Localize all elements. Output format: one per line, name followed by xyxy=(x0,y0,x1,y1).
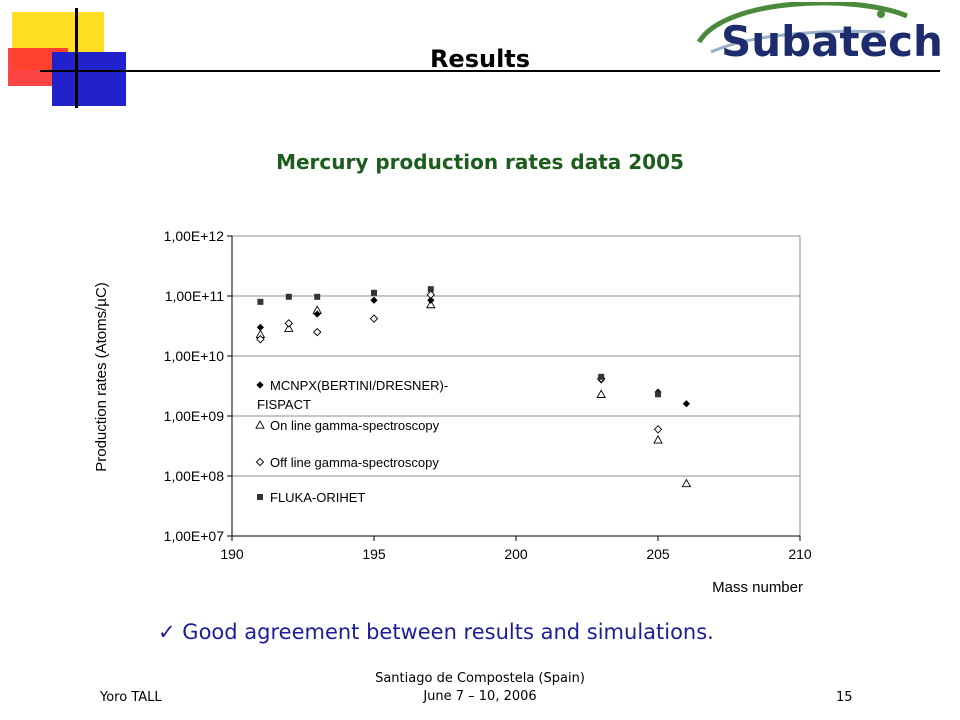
y-tick-labels: 1,00E+07 1,00E+08 1,00E+09 1,00E+10 1,00E+11… xyxy=(164,228,225,544)
x-tick-label: 195 xyxy=(362,546,386,562)
footer-author: Yoro TALL xyxy=(100,690,162,705)
x-tick-label: 200 xyxy=(504,546,528,562)
y-tick-label: 1,00E+11 xyxy=(165,288,225,304)
data-point-s3 xyxy=(655,391,661,398)
data-point-s1 xyxy=(284,323,294,332)
legend-label-mcnpx-line2: FISPACT xyxy=(257,397,311,412)
data-point-s1 xyxy=(596,389,606,398)
data-point-s3 xyxy=(427,286,434,293)
subatech-logo: Subatech xyxy=(696,2,943,66)
x-tick-label: 210 xyxy=(788,546,812,562)
data-point-s2 xyxy=(284,319,294,328)
legend-marker-shape xyxy=(255,420,265,429)
data-point-s3 xyxy=(371,289,377,296)
data-point-s2 xyxy=(653,425,663,434)
legend: MCNPX(BERTINI/DRESNER)- FISPACT On line … xyxy=(255,378,448,505)
x-axis-label: Mass number xyxy=(712,579,803,596)
data-point-s3 xyxy=(257,298,264,305)
footer-venue-line2: June 7 – 10, 2006 xyxy=(423,689,537,704)
x-tick-labels: 190 195 200 205 210 xyxy=(220,546,812,562)
data-points xyxy=(255,286,692,488)
data-point-s1 xyxy=(312,305,322,314)
legend-marker-mcnpx xyxy=(256,381,264,389)
legend-label-mcnpx-line1: MCNPX(BERTINI/DRESNER)- xyxy=(270,378,448,393)
y-tick-label: 1,00E+07 xyxy=(164,528,225,544)
legend-marker-shape xyxy=(257,494,263,500)
data-point-s2 xyxy=(369,314,379,323)
y-tick-label: 1,00E+08 xyxy=(164,468,225,484)
data-point-s0 xyxy=(313,310,321,318)
data-point-s3 xyxy=(314,293,321,300)
y-tick-label: 1,00E+12 xyxy=(164,228,225,244)
legend-label-fluka: FLUKA-ORIHET xyxy=(270,490,365,505)
logo-swoosh xyxy=(696,2,908,44)
y-axis-label: Production rates (Atoms/µC) xyxy=(93,282,110,472)
y-tick-label: 1,00E+09 xyxy=(164,408,225,424)
data-point-s1 xyxy=(426,299,436,309)
legend-marker-online xyxy=(255,420,265,429)
data-point-s1 xyxy=(653,434,663,444)
legend-marker-shape xyxy=(255,457,265,467)
data-point-s0 xyxy=(256,323,264,331)
footer-venue-line1: Santiago de Compostela (Spain) xyxy=(375,671,585,686)
legend-marker-fluka xyxy=(257,494,263,500)
axes xyxy=(227,235,801,541)
conclusion-remark: ✓ Good agreement between results and sim… xyxy=(158,620,714,644)
data-point-s2 xyxy=(312,327,322,337)
gridlines xyxy=(232,235,800,477)
logo-swoosh-lower xyxy=(710,29,886,54)
chart-title: Mercury production rates data 2005 xyxy=(276,150,684,174)
page-number: 15 xyxy=(836,690,853,705)
legend-label-offline: Off line gamma-spectroscopy xyxy=(270,455,439,470)
y-tick-label: 1,00E+10 xyxy=(164,348,225,364)
logo-wordmark: Subatech xyxy=(721,17,943,66)
data-point-s2 xyxy=(256,335,265,344)
conclusion-text: Good agreement between results and simul… xyxy=(182,620,714,644)
data-point-s0 xyxy=(370,296,378,304)
header-rule xyxy=(40,70,940,72)
header-vertical-rule xyxy=(75,8,78,108)
x-tick-label: 190 xyxy=(220,546,244,562)
data-point-s3 xyxy=(598,373,605,380)
data-point-s1 xyxy=(681,478,692,488)
footer-venue: Santiago de Compostela (Spain) June 7 – … xyxy=(0,670,960,706)
legend-marker-offline xyxy=(255,457,265,467)
x-tick-label: 205 xyxy=(646,546,670,562)
slide-title: Results xyxy=(429,45,531,73)
check-icon: ✓ xyxy=(158,620,176,644)
logo-dot xyxy=(877,10,885,18)
decor-blue-square xyxy=(52,52,126,106)
data-point-s3 xyxy=(285,293,292,300)
data-point-s2 xyxy=(426,290,436,299)
legend-marker-shape xyxy=(256,381,264,389)
legend-label-online: On line gamma-spectroscopy xyxy=(270,418,440,433)
data-point-s0 xyxy=(682,400,690,408)
